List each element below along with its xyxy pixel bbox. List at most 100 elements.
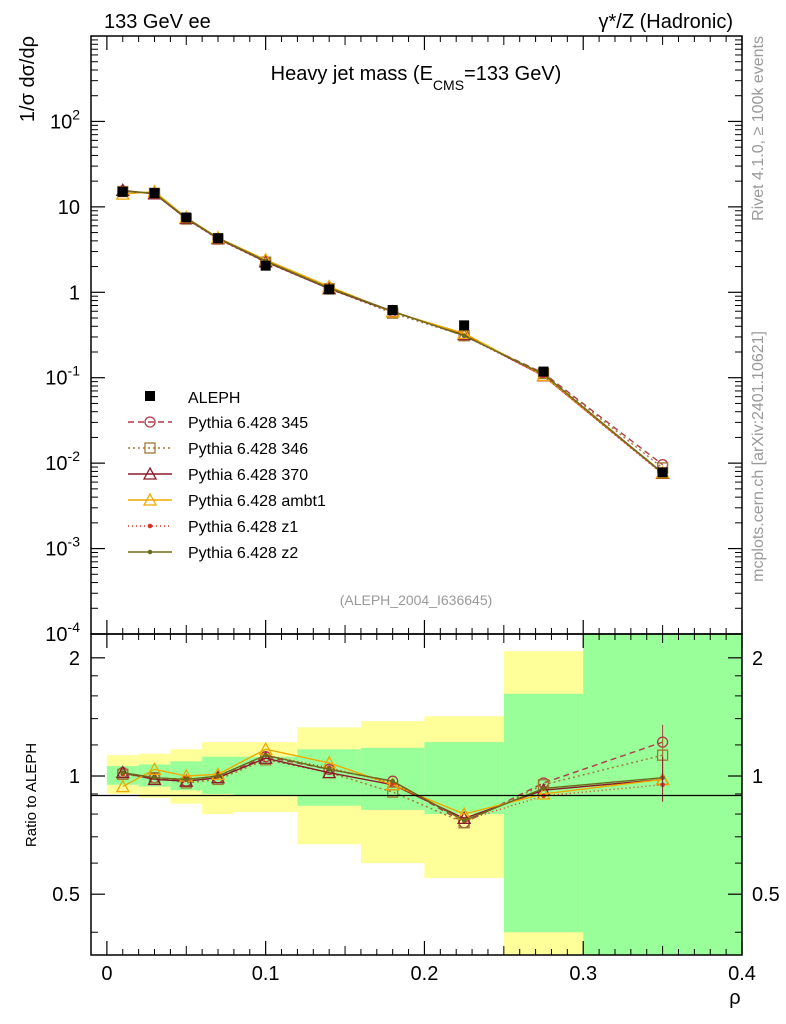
ratio-ytick-label-right: 0.5 <box>752 884 780 906</box>
xtick-label: 0.1 <box>252 963 280 985</box>
main-y-label: 1/σ dσ/dρ <box>17 36 39 122</box>
header-left: 133 GeV ee <box>104 11 211 33</box>
aleph-data-point <box>149 188 160 199</box>
xtick-label: 0.4 <box>728 963 756 985</box>
main-ytick-label: 10-3 <box>45 534 80 561</box>
main-ytick-label: 10-1 <box>45 363 80 390</box>
legend-label-2: Pythia 6.428 370 <box>188 467 308 484</box>
main-title: Heavy jet mass (ECMS=133 GeV) <box>271 63 562 93</box>
legend-marker-0 <box>144 416 156 428</box>
ratio-series-5-point <box>461 818 467 823</box>
legend-label-5: Pythia 6.428 z2 <box>188 545 298 562</box>
legend-marker-5 <box>147 549 153 555</box>
main-ytick-label-base: 10 <box>45 624 67 646</box>
main-ytick-label-exponent: -3 <box>68 534 81 550</box>
legend-label-aleph: ALEPH <box>188 390 240 407</box>
main-title-end: =133 GeV) <box>464 63 561 85</box>
ratio-series-5-point <box>152 775 157 781</box>
analysis-id: (ALEPH_2004_I636645) <box>340 592 493 608</box>
legend-label-4: Pythia 6.428 z1 <box>188 519 298 536</box>
main-series-5-point <box>461 333 467 339</box>
ratio-series-line-0 <box>122 741 663 824</box>
mcplots-label: mcplots.cern.ch [arXiv:2401.10621] <box>750 331 767 582</box>
aleph-data-point <box>459 320 470 331</box>
ratio-series-3-point <box>210 766 226 780</box>
ratio-series-3-point <box>536 786 551 800</box>
main-ytick-label-exponent: -1 <box>68 363 81 379</box>
ratio-series-3-point <box>147 761 162 775</box>
main-ytick-label-exponent: -2 <box>68 448 81 464</box>
legend-label-0: Pythia 6.428 345 <box>188 415 308 432</box>
main-ytick-label-base: 10 <box>45 453 67 475</box>
ratio-series-5-point <box>215 773 221 779</box>
legend-label-3: Pythia 6.428 ambt1 <box>188 493 326 510</box>
main-series-3-point <box>457 326 472 340</box>
ratio-series-5-point <box>183 777 189 782</box>
main-ytick-label: 10-4 <box>45 619 80 646</box>
header-right: γ*/Z (Hadronic) <box>599 11 733 33</box>
ratio-series-line-4 <box>122 754 663 822</box>
rivet-label: Rivet 4.1.0, ≥ 100k events <box>750 36 767 221</box>
ratio-series-2-point <box>210 770 226 784</box>
aleph-data-point <box>387 305 398 316</box>
legend-marker-3 <box>142 492 158 506</box>
ratio-plot-frame <box>90 633 743 956</box>
main-ytick-label-base: 10 <box>50 111 72 133</box>
ratio-y-ticks: 0.5 0.5 1 1 2 2 <box>52 648 780 933</box>
ratio-y-label: Ratio to ALEPH <box>23 743 40 847</box>
ratio-series-2-point <box>115 765 130 779</box>
xtick-label: 0.3 <box>569 963 597 985</box>
aleph-data-point <box>213 233 224 244</box>
aleph-data-point <box>117 186 128 197</box>
ratio-series-5-point <box>120 770 126 775</box>
ratio-series-3-point <box>115 779 130 793</box>
xtick-label: 0 <box>101 963 112 985</box>
legend-marker-aleph <box>145 391 155 401</box>
ratio-series-5-point <box>263 752 268 758</box>
main-ytick-label-base: 10 <box>45 368 67 390</box>
main-ytick-label-exponent: -4 <box>68 619 81 635</box>
legend-label-1: Pythia 6.428 346 <box>188 441 308 458</box>
ratio-series-1-point <box>387 786 399 798</box>
ratio-series-2-point <box>322 765 337 779</box>
aleph-data-point <box>324 284 335 295</box>
ratio-ytick-label-left: 0.5 <box>52 884 80 906</box>
ratio-series-5-point <box>541 786 546 791</box>
x-ticks: 0 0.1 0.2 0.3 0.4 <box>101 36 756 985</box>
x-axis-label: ρ <box>729 987 740 1009</box>
ratio-series-2-point <box>457 811 472 825</box>
green-band-7 <box>424 742 504 815</box>
legend: ALEPH Pythia 6.428 345 Pythia 6.428 346 Pyt… <box>128 390 326 562</box>
main-series-line-5 <box>122 190 664 474</box>
main-ytick-label: 10-2 <box>45 448 80 475</box>
main-ytick-label: 102 <box>50 106 80 133</box>
ratio-series-2-point <box>258 750 273 764</box>
aleph-data-point <box>181 212 192 223</box>
legend-marker-4 <box>147 523 153 529</box>
main-ytick-label: 10 <box>58 197 80 219</box>
aleph-data-point <box>657 467 668 478</box>
legend-marker-2 <box>142 466 158 480</box>
ratio-series-5-point <box>326 767 332 772</box>
ratio-series-5-point <box>390 778 395 784</box>
main-ytick-label: 1 <box>69 282 80 304</box>
ratio-ytick-label-right: 1 <box>752 766 763 788</box>
main-ytick-label-exponent: 2 <box>72 106 80 122</box>
xtick-label: 0.2 <box>411 963 439 985</box>
ratio-ytick-label-left: 2 <box>69 648 80 670</box>
main-ytick-label-base: 10 <box>45 539 67 561</box>
main-title-text: Heavy jet mass (E <box>271 63 433 85</box>
aleph-data-point <box>538 366 549 377</box>
legend-marker-1 <box>144 442 156 454</box>
ratio-series-group <box>115 724 670 829</box>
green-band-8 <box>503 693 584 933</box>
main-title-subscript: CMS <box>433 77 464 93</box>
aleph-data-point <box>260 260 271 271</box>
ratio-ytick-label-left: 1 <box>69 766 80 788</box>
ratio-series-2-point <box>147 772 162 786</box>
aleph-data-points <box>117 186 668 478</box>
ratio-ytick-label-right: 2 <box>752 648 763 670</box>
ratio-series-line-5 <box>122 754 663 822</box>
